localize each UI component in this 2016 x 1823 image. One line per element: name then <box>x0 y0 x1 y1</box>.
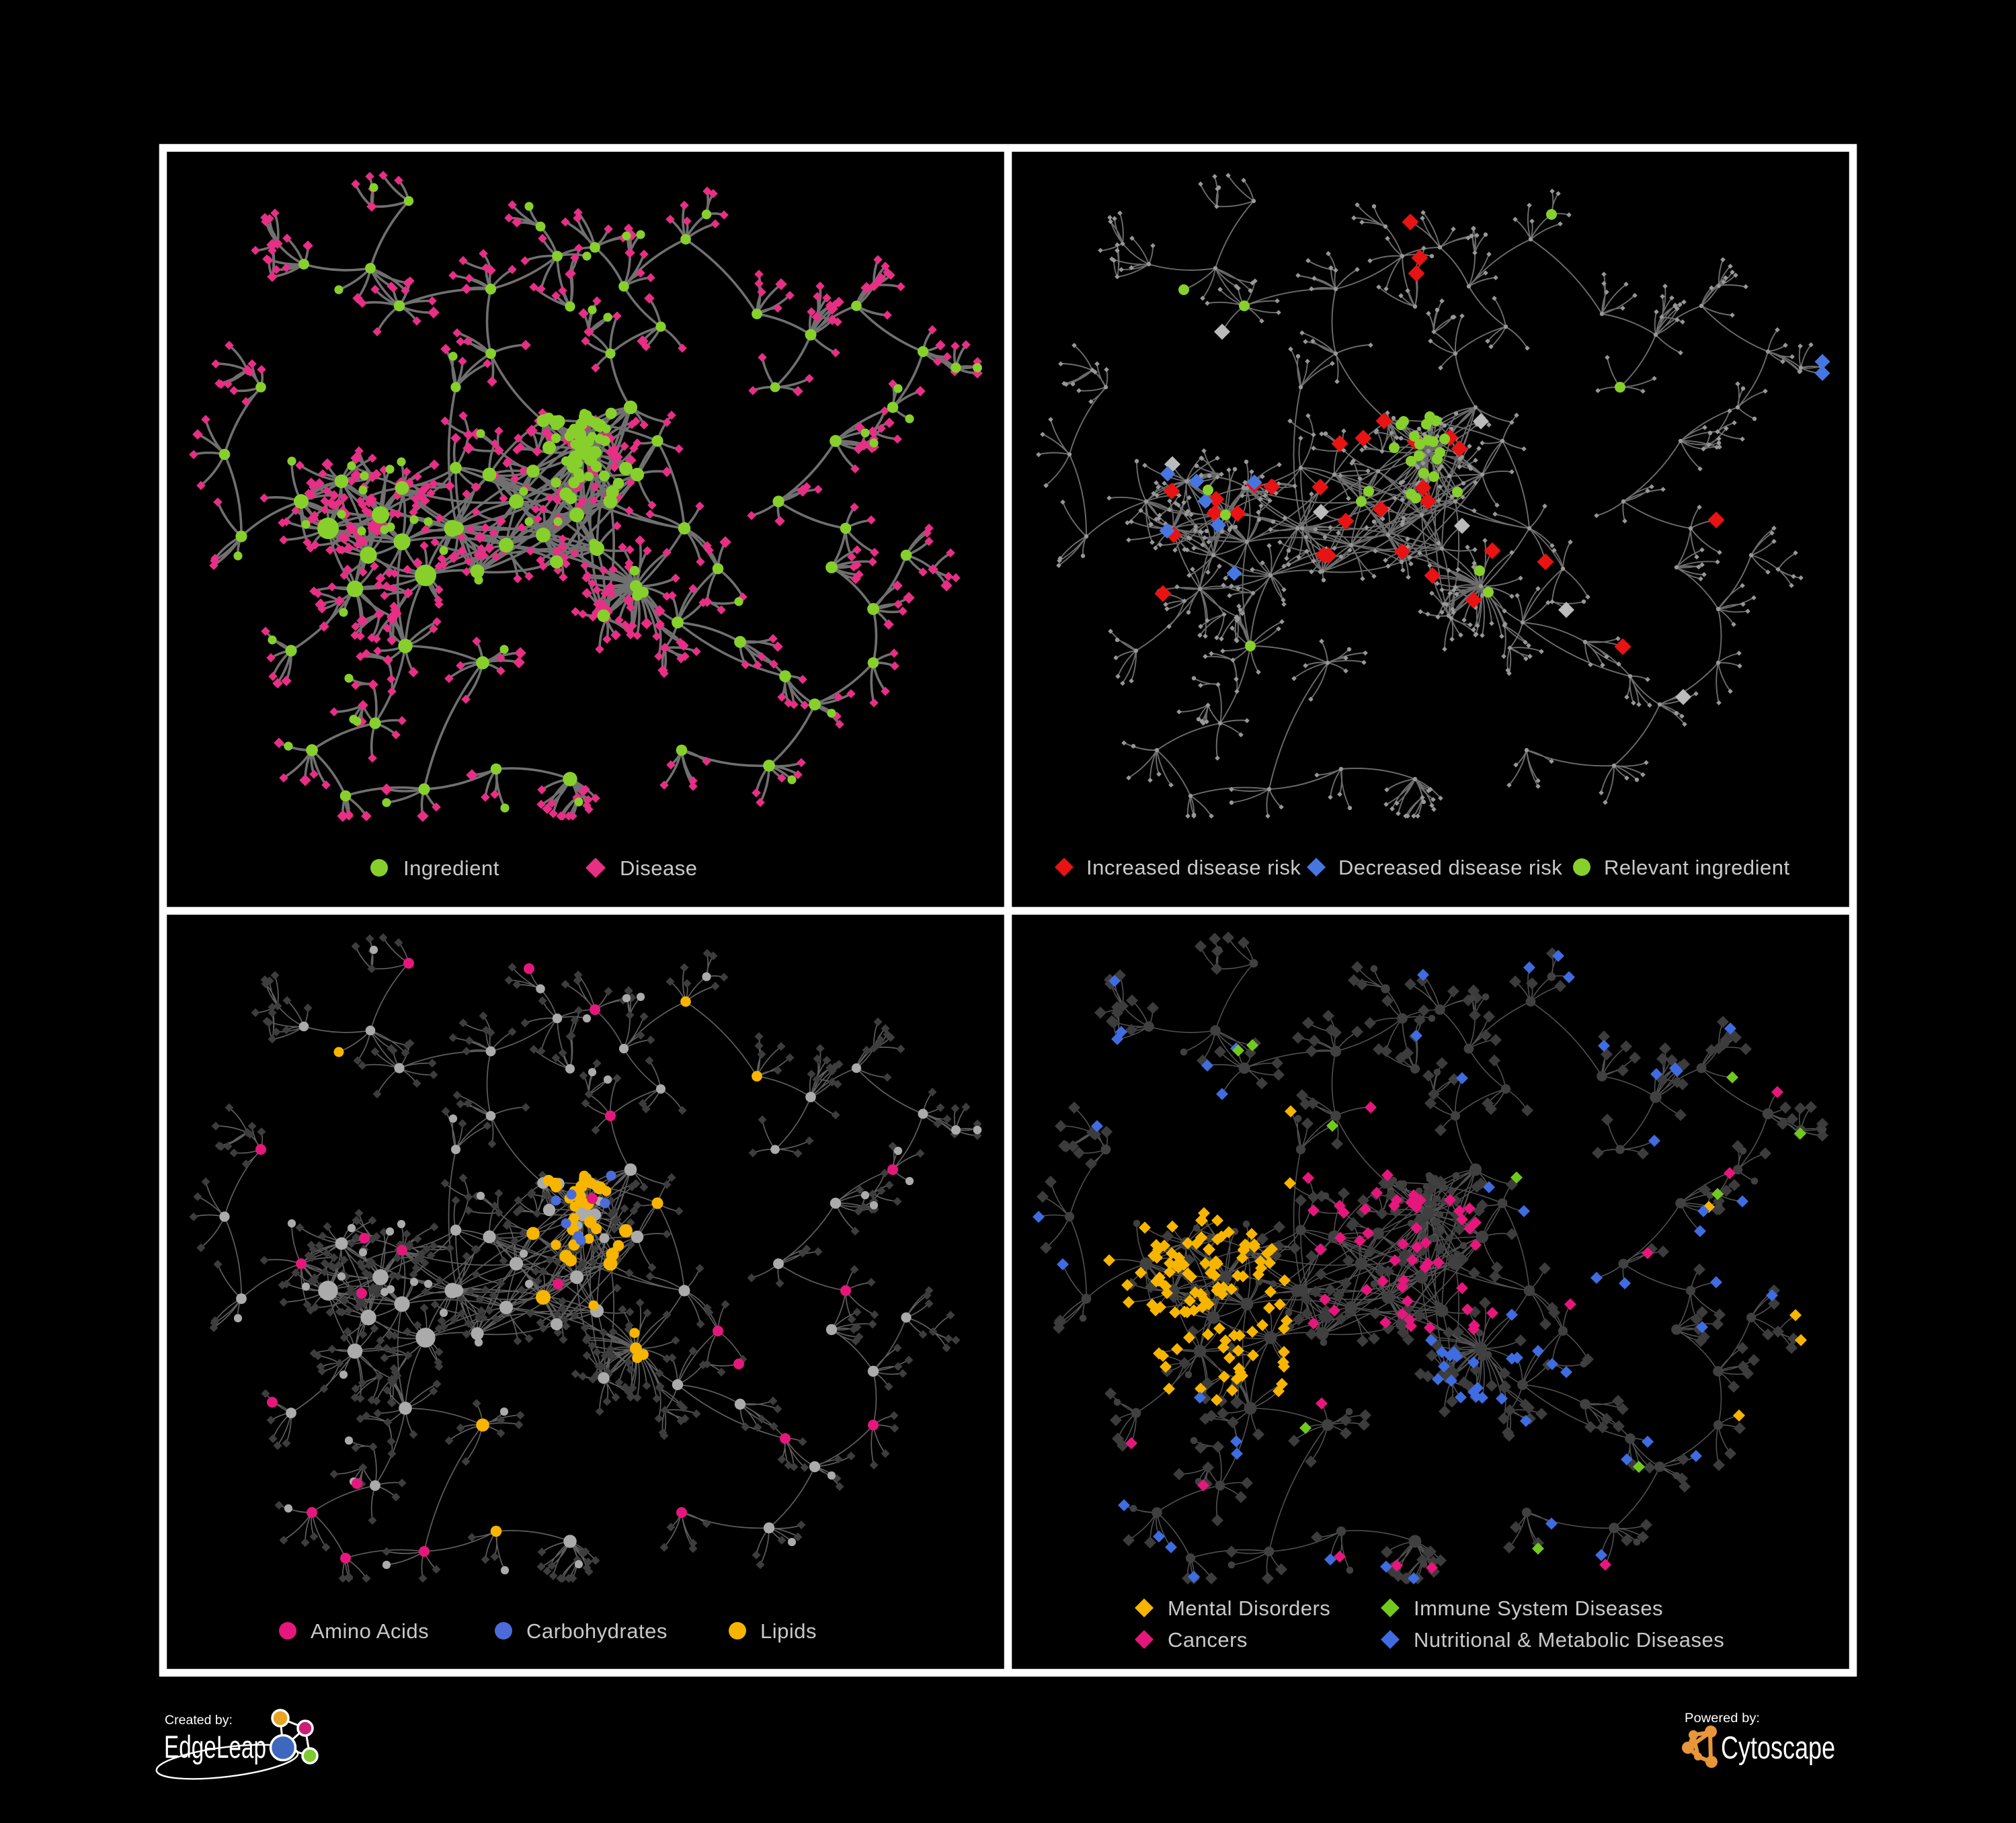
svg-text:Relevant ingredient: Relevant ingredient <box>1604 856 1790 879</box>
svg-text:Powered by:: Powered by: <box>1685 1711 1760 1726</box>
svg-text:Nutritional & Metabolic Diseas: Nutritional & Metabolic Diseases <box>1414 1628 1724 1652</box>
svg-text:Carbohydrates: Carbohydrates <box>526 1619 668 1643</box>
svg-text:Increased disease risk: Increased disease risk <box>1086 856 1301 879</box>
svg-text:Decreased disease risk: Decreased disease risk <box>1338 856 1562 879</box>
svg-text:Immune System Diseases: Immune System Diseases <box>1414 1596 1663 1620</box>
svg-text:Disease: Disease <box>620 856 698 880</box>
svg-text:Ingredient: Ingredient <box>403 856 499 880</box>
svg-text:Mental Disorders: Mental Disorders <box>1168 1596 1330 1620</box>
svg-text:Cancers: Cancers <box>1168 1628 1248 1652</box>
svg-text:Created by:: Created by: <box>165 1713 233 1728</box>
svg-text:Amino Acids: Amino Acids <box>311 1619 429 1643</box>
svg-text:Lipids: Lipids <box>760 1619 817 1643</box>
svg-text:Cytoscape: Cytoscape <box>1721 1730 1835 1765</box>
svg-text:EdgeLeap: EdgeLeap <box>164 1729 266 1765</box>
